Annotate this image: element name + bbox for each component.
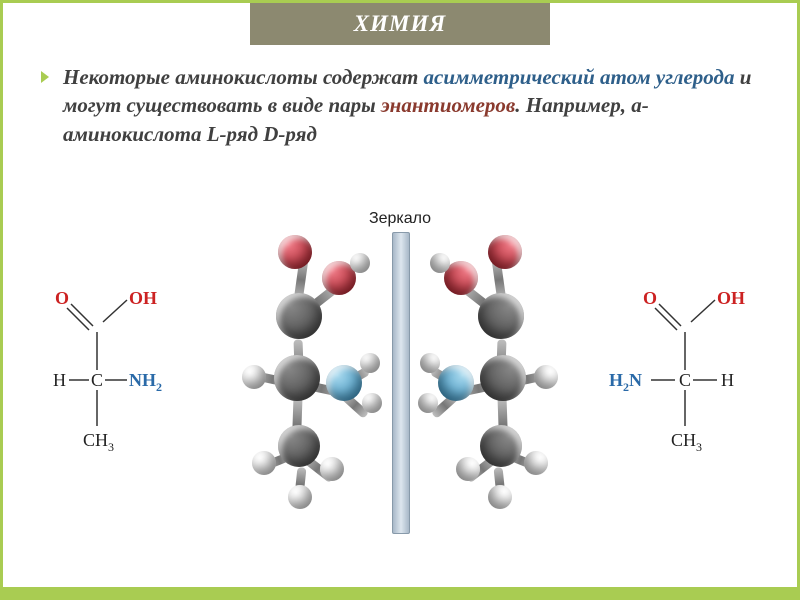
skeletal-left: O OH H C NH2 CH3: [41, 288, 191, 473]
atom-ch3-sub-r: 3: [696, 440, 702, 454]
atom-ch3-sub: 3: [108, 440, 114, 454]
atom-h-r: H: [721, 370, 734, 390]
atom-nh2-sub: 2: [156, 380, 162, 394]
atom-c: C: [91, 370, 103, 390]
ball-ch3-2: [320, 457, 344, 481]
atom-ch3: CH: [83, 430, 108, 450]
mirror-label: Зеркало: [369, 210, 431, 228]
atom-ch3-r: CH: [671, 430, 696, 450]
text-asym: асимметрический атом углерода: [424, 65, 735, 89]
atom-h: H: [53, 370, 66, 390]
ball-ch3-3: [288, 485, 312, 509]
slide-page: ХИМИЯ Некоторые аминокислоты содержат ас…: [0, 0, 800, 600]
bullet-icon: [41, 71, 49, 83]
ball-o1: [278, 235, 312, 269]
svg-text:H2N: H2N: [609, 370, 642, 394]
atom-h2n-h: H: [609, 370, 623, 390]
svg-text:CH3: CH3: [671, 430, 702, 454]
atom-oh: OH: [129, 288, 157, 308]
text-enant: энантиомеров: [381, 93, 515, 117]
ball-ch3-1: [252, 451, 276, 475]
ball-c-carboxyl: [276, 293, 322, 339]
atom-o: O: [55, 288, 69, 308]
ball-oh-h: [350, 253, 370, 273]
slide-title: ХИМИЯ: [354, 11, 446, 37]
text-part-1: Некоторые аминокислоты содержат: [63, 65, 424, 89]
ball-h-alpha: [242, 365, 266, 389]
body-paragraph: Некоторые аминокислоты содержат асимметр…: [63, 63, 757, 148]
svg-text:NH2: NH2: [129, 370, 162, 394]
ball-c-alpha: [274, 355, 320, 401]
model-left: [206, 233, 396, 533]
enantiomer-diagram: Зеркало O OH H C NH2 CH3 O: [41, 228, 759, 548]
title-bar: ХИМИЯ: [250, 3, 550, 45]
ball-nh-2: [362, 393, 382, 413]
ball-nh-1: [360, 353, 380, 373]
svg-text:CH3: CH3: [83, 430, 114, 454]
atom-o-r: O: [643, 288, 657, 308]
atom-oh-r: OH: [717, 288, 745, 308]
skeletal-right: O OH H2N C H CH3: [609, 288, 759, 473]
ball-n: [326, 365, 362, 401]
bottom-accent: [3, 587, 797, 597]
atom-c-r: C: [679, 370, 691, 390]
atom-h2n-n: N: [629, 370, 642, 390]
model-right: [404, 233, 594, 533]
ball-c-methyl: [278, 425, 320, 467]
atom-nh2: NH: [129, 370, 156, 390]
